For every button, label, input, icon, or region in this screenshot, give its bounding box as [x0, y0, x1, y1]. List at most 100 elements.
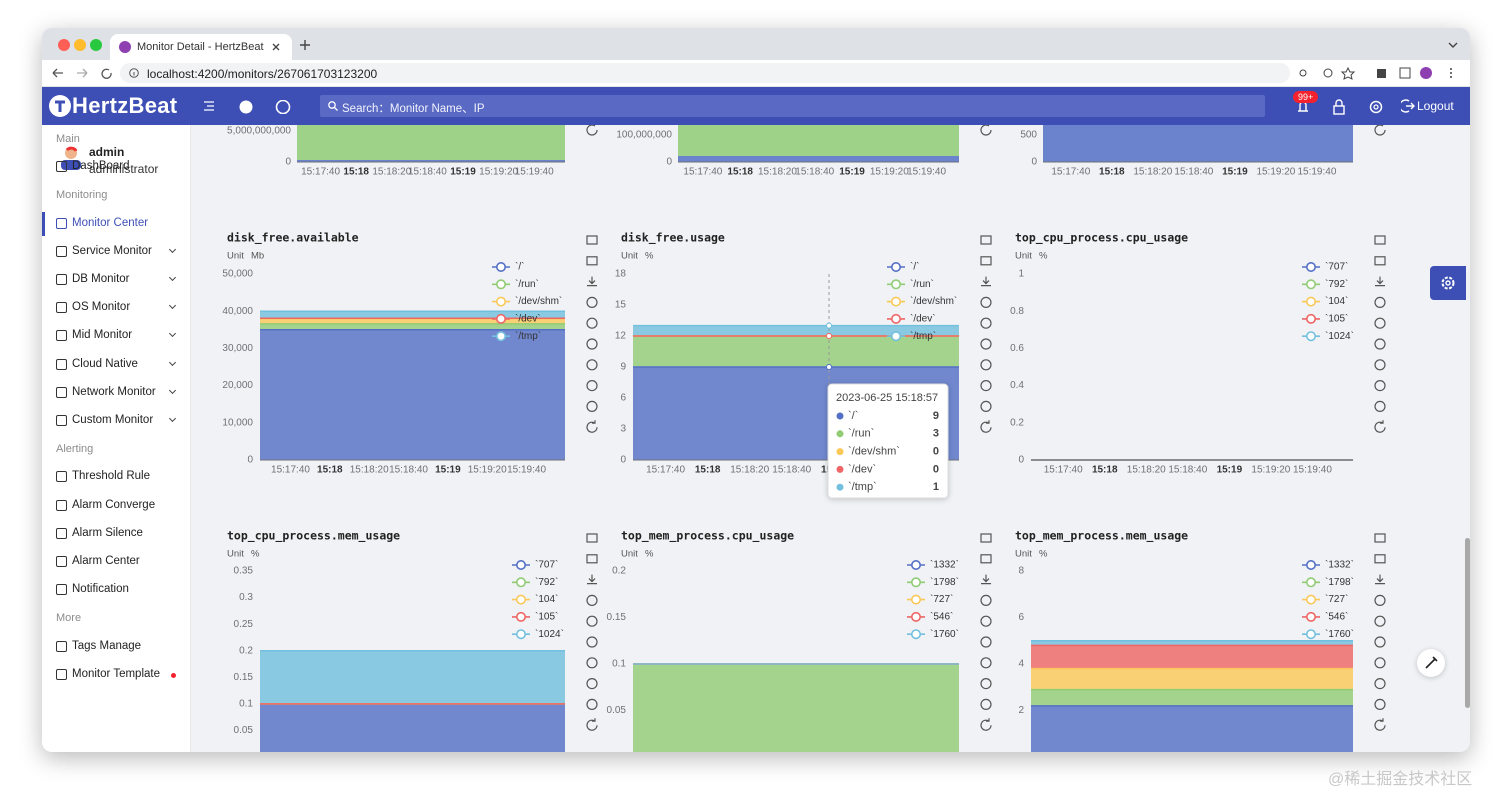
menu-item[interactable]: Alarm Converge: [42, 494, 190, 518]
history-icon[interactable]: [1374, 698, 1386, 711]
legend-label[interactable]: `105`: [535, 611, 558, 623]
history-icon[interactable]: [980, 400, 992, 412]
download-icon[interactable]: [587, 574, 597, 585]
legend-label[interactable]: `/`: [910, 261, 919, 273]
legend-symbol[interactable]: [495, 313, 506, 324]
refresh-icon[interactable]: [980, 420, 992, 433]
history-icon[interactable]: [980, 594, 992, 607]
zoom-icon[interactable]: [586, 554, 598, 564]
history-icon[interactable]: [1374, 296, 1386, 308]
zoom-light[interactable]: [90, 39, 102, 51]
legend-label[interactable]: `/dev/shm`: [910, 295, 957, 307]
tab[interactable]: Monitor Detail - HertzBeat: [110, 34, 292, 60]
refresh-icon[interactable]: [586, 420, 598, 433]
legend-label[interactable]: `1760`: [1325, 628, 1354, 640]
history-icon[interactable]: [586, 677, 598, 690]
menu-item[interactable]: Network Monitor: [42, 381, 190, 405]
legend-label[interactable]: `105`: [1325, 313, 1348, 325]
refresh-icon[interactable]: [586, 125, 598, 136]
history-icon[interactable]: [980, 698, 992, 711]
notification-badge[interactable]: 99+: [1293, 91, 1319, 103]
legend-symbol[interactable]: [1306, 261, 1317, 272]
tab-close[interactable]: [272, 43, 280, 51]
refresh-icon[interactable]: [980, 718, 992, 731]
legend-label[interactable]: `727`: [1325, 593, 1348, 605]
menu-item[interactable]: Alarm Silence: [42, 522, 190, 546]
search-box[interactable]: Search：Monitor Name、IP: [320, 95, 1265, 117]
history-icon[interactable]: [980, 657, 992, 669]
legend-symbol[interactable]: [910, 611, 921, 622]
history-icon[interactable]: [980, 677, 992, 690]
menu-item[interactable]: DB Monitor: [42, 268, 190, 292]
legend-label[interactable]: `/dev/shm`: [515, 295, 562, 307]
history-icon[interactable]: [586, 636, 598, 648]
history-icon[interactable]: [1374, 338, 1386, 350]
history-icon[interactable]: [980, 380, 992, 392]
legend-symbol[interactable]: [1306, 611, 1317, 622]
legend-symbol[interactable]: [1306, 629, 1317, 640]
menu-item[interactable]: Threshold Rule: [42, 465, 190, 489]
legend-symbol[interactable]: [890, 331, 901, 342]
history-icon[interactable]: [980, 359, 992, 371]
history-icon[interactable]: [1374, 359, 1386, 371]
tab-menu[interactable]: [1448, 42, 1458, 48]
legend-symbol[interactable]: [890, 296, 901, 307]
history-icon[interactable]: [980, 636, 992, 648]
zoom-icon[interactable]: [1374, 533, 1386, 543]
zoom-icon[interactable]: [1374, 256, 1386, 266]
zoom-icon[interactable]: [1374, 235, 1386, 245]
zoom-icon[interactable]: [980, 256, 992, 266]
history-icon[interactable]: [586, 296, 598, 308]
refresh-icon[interactable]: [1374, 420, 1386, 433]
logo-text[interactable]: HertzBeat: [72, 93, 178, 118]
legend-label[interactable]: `792`: [1325, 278, 1348, 290]
legend-symbol[interactable]: [1306, 296, 1317, 307]
legend-label[interactable]: `/dev`: [515, 313, 541, 325]
menu-item[interactable]: OS Monitor: [42, 296, 190, 320]
zoom-icon[interactable]: [586, 256, 598, 266]
legend-label[interactable]: `104`: [535, 593, 558, 605]
refresh-icon[interactable]: [1374, 718, 1386, 731]
history-icon[interactable]: [980, 317, 992, 329]
zoom-icon[interactable]: [1374, 554, 1386, 564]
legend-label[interactable]: `1332`: [1325, 559, 1354, 571]
legend-symbol[interactable]: [1306, 577, 1317, 588]
legend-symbol[interactable]: [495, 331, 506, 342]
history-icon[interactable]: [586, 359, 598, 371]
legend-symbol[interactable]: [910, 577, 921, 588]
history-icon[interactable]: [1374, 400, 1386, 412]
legend-label[interactable]: `707`: [1325, 261, 1348, 273]
magic-button[interactable]: [1417, 649, 1445, 677]
history-icon[interactable]: [586, 380, 598, 392]
download-icon[interactable]: [981, 276, 991, 287]
menu-item[interactable]: DashBoard: [42, 155, 190, 179]
history-icon[interactable]: [1374, 615, 1386, 627]
menu-item[interactable]: Cloud Native: [42, 353, 190, 377]
download-icon[interactable]: [587, 276, 597, 287]
legend-symbol[interactable]: [1306, 313, 1317, 324]
scrollbar-thumb[interactable]: [1465, 538, 1470, 708]
download-icon[interactable]: [981, 574, 991, 585]
legend-label[interactable]: `1024`: [535, 628, 564, 640]
menu-item[interactable]: Service Monitor: [42, 240, 190, 264]
history-icon[interactable]: [586, 594, 598, 607]
zoom-icon[interactable]: [980, 533, 992, 543]
header-icons[interactable]: [204, 100, 294, 114]
legend-symbol[interactable]: [890, 279, 901, 290]
new-tab[interactable]: [300, 40, 310, 50]
legend-label[interactable]: `104`: [1325, 295, 1348, 307]
legend-symbol[interactable]: [1306, 559, 1317, 570]
browser-toolbar[interactable]: [1297, 67, 1462, 80]
legend-label[interactable]: `546`: [930, 611, 953, 623]
history-icon[interactable]: [586, 698, 598, 711]
menu-item[interactable]: Mid Monitor: [42, 324, 190, 348]
legend-label[interactable]: `1024`: [1325, 330, 1354, 342]
legend-symbol[interactable]: [1306, 594, 1317, 605]
nav-buttons[interactable]: [52, 67, 132, 79]
history-icon[interactable]: [1374, 636, 1386, 648]
legend-label[interactable]: `707`: [535, 559, 558, 571]
zoom-icon[interactable]: [980, 235, 992, 245]
menu-item[interactable]: Monitor Template: [42, 663, 190, 687]
download-icon[interactable]: [1375, 574, 1385, 585]
history-icon[interactable]: [586, 317, 598, 329]
